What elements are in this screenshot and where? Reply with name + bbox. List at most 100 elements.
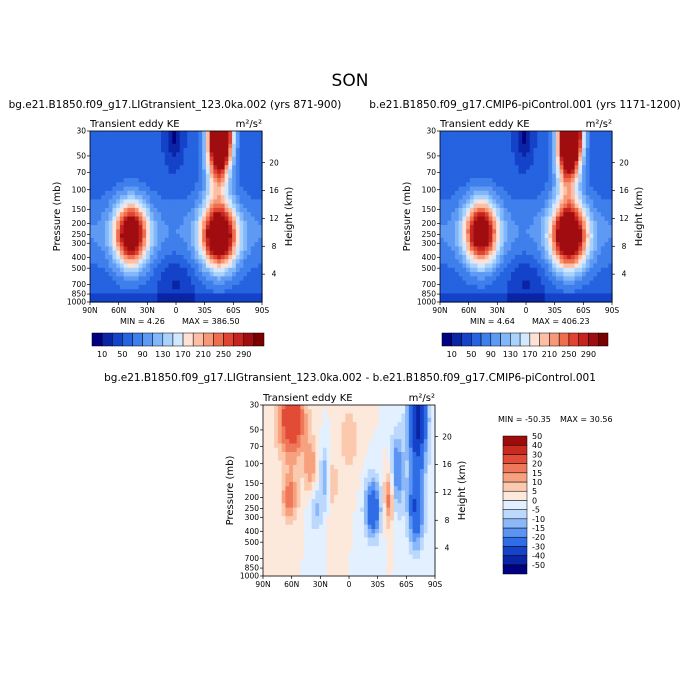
heatmap-cell — [608, 246, 613, 252]
heatmap-cell — [559, 293, 564, 299]
heatmap-cell — [570, 165, 576, 171]
heatmap-cell — [97, 203, 102, 209]
heatmap-cell — [431, 417, 436, 423]
heatmap-cell — [138, 293, 143, 299]
y-right-tick-label: 20 — [269, 158, 279, 167]
heatmap-cell — [518, 148, 523, 153]
heatmap-cell — [412, 447, 417, 453]
heatmap-cell — [469, 225, 475, 230]
heatmap-cell — [356, 447, 361, 453]
heatmap-cell — [382, 473, 387, 479]
heatmap-cell — [93, 182, 99, 188]
heatmap-cell — [263, 464, 268, 470]
heatmap-cell — [390, 447, 395, 453]
heatmap-cell — [466, 225, 471, 230]
heatmap-cell — [285, 422, 290, 427]
heatmap-cell — [378, 439, 384, 445]
heatmap-cell — [555, 284, 561, 290]
heatmap-cell — [533, 207, 538, 213]
heatmap-cell — [217, 233, 222, 239]
heatmap-cell — [334, 426, 339, 432]
heatmap-cell — [183, 135, 188, 141]
heatmap-cell — [119, 212, 125, 218]
heatmap-cell — [552, 289, 557, 295]
heatmap-cell — [149, 297, 155, 303]
colorbar-swatch — [461, 332, 472, 347]
heatmap-cell — [473, 207, 478, 213]
heatmap-cell — [112, 182, 117, 188]
heatmap-cell — [101, 237, 106, 243]
heatmap-cell — [375, 494, 380, 500]
heatmap-cell — [127, 259, 132, 265]
heatmap-cell — [194, 207, 200, 213]
heatmap-cell — [274, 499, 279, 504]
heatmap-cell — [157, 272, 162, 277]
y-right-axis-label: Height (km) — [634, 187, 645, 247]
heatmap-cell — [578, 280, 583, 286]
heatmap-cell — [462, 190, 467, 196]
heatmap-cell — [326, 507, 331, 513]
heatmap-cell — [363, 443, 369, 449]
heatmap-cell — [172, 186, 177, 192]
heatmap-cell — [585, 250, 591, 256]
heatmap-cell — [349, 464, 354, 470]
heatmap-cell — [600, 207, 606, 213]
heatmap-cell — [559, 139, 564, 145]
heatmap-cell — [443, 165, 449, 171]
heatmap-cell — [146, 178, 151, 183]
heatmap-cell — [496, 207, 501, 213]
heatmap-cell — [254, 280, 259, 286]
heatmap-cell — [142, 199, 147, 205]
heatmap-cell — [473, 272, 478, 277]
heatmap-cell — [198, 225, 203, 230]
heatmap-cell — [349, 422, 354, 427]
heatmap-cell — [93, 165, 99, 171]
heatmap-cell — [101, 297, 106, 303]
heatmap-cell — [119, 148, 125, 153]
heatmap-cell — [90, 148, 95, 153]
heatmap-cell — [496, 212, 501, 218]
heatmap-cell — [427, 490, 432, 496]
heatmap-cell — [258, 293, 263, 299]
heatmap-cell — [101, 272, 106, 277]
heatmap-cell — [604, 246, 609, 252]
heatmap-cell — [224, 267, 229, 273]
heatmap-cell — [371, 405, 376, 410]
heatmap-cell — [503, 280, 508, 286]
heatmap-cell — [281, 443, 287, 449]
heatmap-cell — [213, 165, 218, 171]
heatmap-cell — [518, 229, 523, 235]
heatmap-cell — [567, 272, 572, 277]
heatmap-cell — [499, 293, 505, 299]
heatmap-cell — [401, 490, 406, 496]
heatmap-cell — [101, 203, 106, 209]
heatmap-cell — [322, 477, 328, 483]
heatmap-cell — [334, 477, 339, 483]
heatmap-cell — [585, 207, 591, 213]
heatmap-cell — [112, 165, 117, 171]
heatmap-cell — [164, 203, 170, 209]
heatmap-cell — [168, 156, 173, 162]
heatmap-cell — [423, 499, 429, 504]
heatmap-cell — [511, 131, 516, 136]
heatmap-cell — [499, 225, 505, 230]
heatmap-cell — [412, 417, 417, 423]
heatmap-cell — [134, 229, 140, 235]
heatmap-cell — [544, 152, 550, 158]
heatmap-cell — [608, 186, 613, 192]
heatmap-cell — [146, 259, 151, 265]
heatmap-cell — [108, 263, 114, 269]
heatmap-cell — [540, 259, 546, 265]
heatmap-cell — [300, 422, 305, 427]
heatmap-cell — [567, 246, 572, 252]
heatmap-cell — [198, 297, 203, 303]
heatmap-cell — [349, 507, 354, 513]
heatmap-cell — [412, 477, 417, 483]
heatmap-cell — [567, 216, 572, 222]
heatmap-cell — [499, 165, 505, 171]
heatmap-cell — [443, 178, 449, 183]
heatmap-cell — [161, 173, 166, 179]
heatmap-cell — [386, 460, 391, 466]
heatmap-cell — [548, 220, 553, 226]
heatmap-cell — [235, 276, 241, 282]
